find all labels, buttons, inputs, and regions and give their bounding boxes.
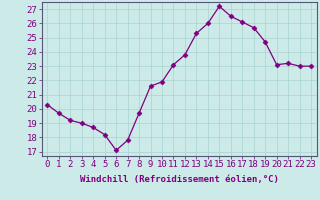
X-axis label: Windchill (Refroidissement éolien,°C): Windchill (Refroidissement éolien,°C) <box>80 175 279 184</box>
